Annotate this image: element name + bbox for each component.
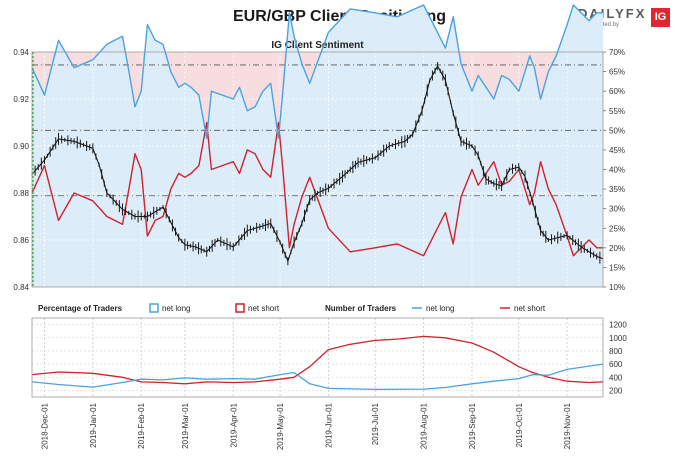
- x-tick-label: 2019-May-01: [276, 402, 285, 450]
- panel-frame: [31, 51, 604, 288]
- legend-percentage-title: Percentage of Traders: [38, 304, 123, 313]
- brand-badge: IG: [651, 8, 670, 27]
- right-tick-label: 40%: [609, 166, 625, 175]
- lower-tick-label: 800: [609, 347, 623, 356]
- right-tick-label: 30%: [609, 205, 625, 214]
- right-tick-label: 60%: [609, 87, 625, 96]
- series-net-long-line: [31, 4, 603, 139]
- legend-pct-long-swatch: [149, 303, 159, 313]
- x-tick-label: 2019-Jul-01: [371, 402, 380, 445]
- brand-logo: DAILYFX provided by IG: [578, 6, 674, 32]
- left-tick-label: 0.86: [13, 236, 29, 245]
- legend-number-title: Number of Traders: [325, 304, 397, 313]
- x-tick-label: 2019-Oct-01: [515, 402, 524, 447]
- legend-pct-short-swatch: [235, 303, 245, 313]
- right-tick-label: 45%: [609, 146, 625, 155]
- legend-pct-long-label: net long: [162, 304, 190, 313]
- x-tick-label: 2019-Mar-01: [181, 402, 190, 448]
- traders-net-short-line: [31, 335, 604, 385]
- right-tick-label: 10%: [609, 283, 625, 292]
- lower-frame: [31, 317, 604, 398]
- right-tick-label: 65%: [609, 68, 625, 77]
- lower-tick-label: 200: [609, 386, 623, 395]
- x-tick-label: 2019-Aug-01: [420, 402, 429, 449]
- lower-tick-label: 600: [609, 360, 623, 369]
- x-tick-label: 2019-Jan-01: [89, 402, 98, 447]
- lower-tick-label: 400: [609, 373, 623, 382]
- right-tick-label: 35%: [609, 185, 625, 194]
- left-tick-label: 0.92: [13, 95, 29, 104]
- x-tick-label: 2019-Jun-01: [324, 402, 333, 447]
- x-tick-label: 2019-Apr-01: [229, 402, 238, 447]
- legend-pct-short-label: net short: [248, 304, 280, 313]
- legend-num-short-label: net short: [514, 304, 546, 313]
- x-axis: 2018-Dec-01 2019-Jan-01 2019-Feb-01 2019-Ma…: [40, 402, 572, 450]
- right-tick-label: 25%: [609, 224, 625, 233]
- left-tick-label: 0.84: [13, 283, 29, 292]
- sentiment-panel: 0.84 0.86 0.88 0.90 0.92 0.94 10% 15% 20% 25% 30% 3…: [13, 4, 625, 292]
- right-tick-label: 55%: [609, 107, 625, 116]
- left-tick-label: 0.90: [13, 142, 29, 151]
- x-tick-label: 2018-Dec-01: [40, 402, 49, 449]
- lower-tick-label: 1000: [609, 334, 627, 343]
- legend-num-long-label: net long: [426, 304, 454, 313]
- right-tick-label: 70%: [609, 48, 625, 57]
- left-tick-label: 0.94: [13, 48, 29, 57]
- x-tick-label: 2019-Feb-01: [137, 402, 146, 448]
- traders-panel: Percentage of Traders net long net short Nu…: [31, 303, 627, 398]
- x-tick-label: 2019-Nov-01: [563, 402, 572, 449]
- series-net-short-line: [31, 121, 603, 257]
- panel-title: IG Client Sentiment: [271, 40, 364, 51]
- x-tick-label: 2019-Sep-01: [468, 402, 477, 449]
- brand-tagline: provided by: [588, 22, 620, 28]
- right-tick-label: 15%: [609, 263, 625, 272]
- traders-net-long-line: [31, 363, 604, 391]
- right-tick-label: 50%: [609, 126, 625, 135]
- left-tick-label: 0.88: [13, 189, 29, 198]
- lower-tick-label: 1200: [609, 321, 627, 330]
- right-tick-label: 20%: [609, 244, 625, 253]
